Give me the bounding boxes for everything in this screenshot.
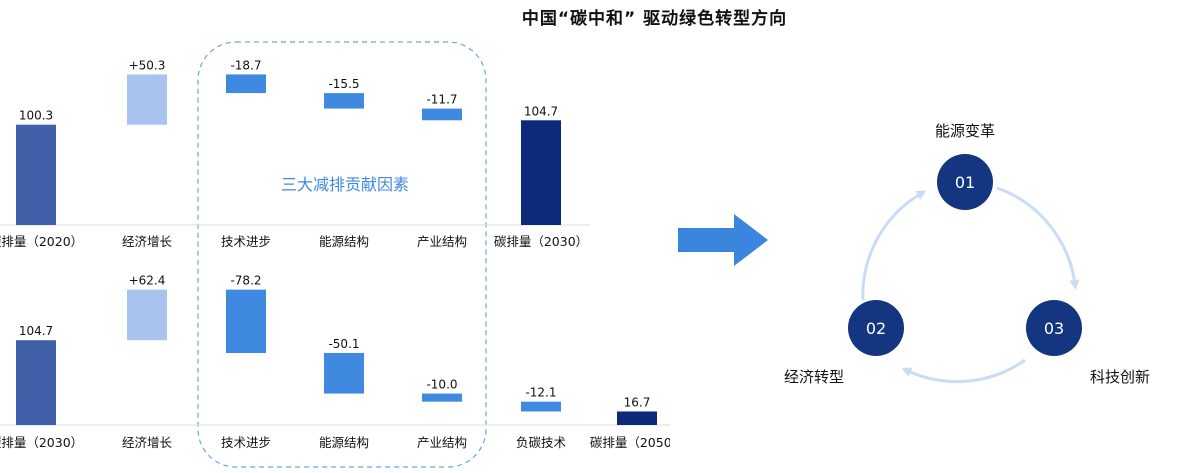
chart2-bar-1 [127,289,167,341]
chart1-value-label-5: 104.7 [524,104,558,118]
cycle-node-02-number: 02 [866,319,886,338]
cycle-node-03-label: 科技创新 [1090,368,1150,386]
chart1-bar-4 [422,108,462,121]
chart2-bar-0 [16,340,56,425]
chart2-bar-3 [324,352,364,394]
transformation-cycle-diagram: 01 能源变革 02 经济转型 03 科技创新 [784,122,1150,386]
cycle-arrow-01-03 [996,186,1080,290]
chart2-bar-4 [422,393,462,402]
chart1-bar-3 [324,93,364,109]
chart1-bar-2 [226,74,266,94]
chart1-category-label-1: 经济增长 [122,234,173,249]
chart2-category-label-6: 碳排量（2050） [590,435,670,450]
chart2-value-label-5: -12.1 [525,386,556,400]
chart1-value-label-2: -18.7 [230,58,261,72]
chart1-category-label-3: 能源结构 [319,234,369,249]
emissions-2020-2030-chart: 100.3 碳排量（2020） +50.3 经济增长 -18.7 技术进步 -15.5 能源结… [0,58,588,249]
chart1-category-label-0: 碳排量（2020） [0,234,83,249]
cycle-arrow-03-02 [901,358,1026,384]
chart2-category-label-5: 负碳技术 [516,435,567,450]
chart2-value-label-4: -10.0 [426,378,457,392]
chart2-bar-6 [617,411,657,425]
chart2-bar-5 [521,401,561,412]
chart1-value-label-0: 100.3 [19,109,53,123]
chart1-value-label-3: -15.5 [328,77,359,91]
chart1-value-label-4: -11.7 [426,93,457,107]
chart2-category-label-2: 技术进步 [221,435,271,450]
reduction-factors-label: 三大减排贡献因素 [281,175,409,194]
page-title: 中国“碳中和” 驱动绿色转型方向 [521,9,788,29]
chart1-bar-0 [16,124,56,225]
chart2-category-label-0: 碳排量（2030） [0,435,83,450]
chart2-value-label-1: +62.4 [129,274,166,288]
cycle-node-02 [848,300,904,356]
cycle-node-01 [937,154,993,210]
chart1-bar-5 [521,120,561,225]
chart1-value-label-1: +50.3 [129,58,166,72]
emissions-2030-2050-chart: 104.7 碳排量（2030） +62.4 经济增长 -78.2 技术进步 -50.1 能源结… [0,274,670,450]
waterfall-charts: 三大减排贡献因素 100.3 碳排量（2020） +50.3 经济增长 -18.7 技术进… [0,41,670,468]
reduction-factors-box [197,41,487,468]
chart1-category-label-2: 技术进步 [221,234,271,249]
chart2-category-label-3: 能源结构 [319,435,369,450]
cycle-node-02-label: 经济转型 [784,368,844,386]
cycle-arrow-02-01 [861,190,927,301]
cycle-node-01-number: 01 [955,173,975,192]
chart2-bar-2 [226,289,266,353]
chart2-value-label-6: 16.7 [624,395,651,409]
chart2-category-label-1: 经济增长 [122,435,173,450]
chart2-value-label-0: 104.7 [19,324,53,338]
right-arrow-icon [678,214,768,266]
chart2-value-label-2: -78.2 [230,274,261,288]
chart2-value-label-3: -50.1 [328,337,359,351]
cycle-node-01-label: 能源变革 [935,122,995,140]
chart2-category-label-4: 产业结构 [417,435,467,450]
chart1-bar-1 [127,74,167,125]
chart1-category-label-5: 碳排量（2030） [494,234,588,249]
cycle-node-03-number: 03 [1044,319,1064,338]
chart1-category-label-4: 产业结构 [417,234,467,249]
cycle-node-03 [1026,300,1082,356]
